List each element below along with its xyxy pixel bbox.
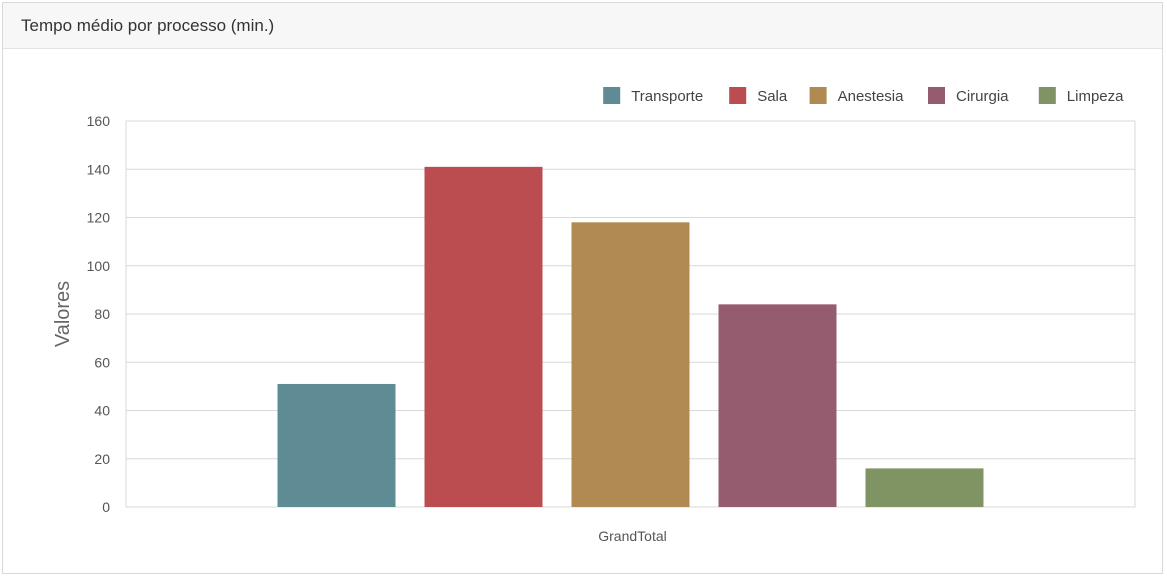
legend-swatch bbox=[809, 87, 827, 104]
legend-swatch bbox=[603, 87, 621, 104]
y-tick-label: 40 bbox=[94, 403, 110, 419]
legend-label: Limpeza bbox=[1067, 88, 1124, 105]
legend-label: Cirurgia bbox=[956, 88, 1009, 105]
panel-title: Tempo médio por processo (min.) bbox=[21, 15, 275, 35]
legend-item-transporte[interactable]: Transporte bbox=[603, 87, 703, 105]
x-axis: GrandTotal bbox=[598, 528, 666, 544]
bars bbox=[277, 166, 984, 507]
x-category-label: GrandTotal bbox=[598, 528, 666, 544]
y-tick-label: 0 bbox=[102, 499, 110, 515]
legend-swatch bbox=[928, 87, 945, 104]
y-tick-label: 20 bbox=[94, 451, 110, 467]
y-tick-label: 80 bbox=[94, 306, 110, 322]
bar-cirurgia[interactable] bbox=[718, 304, 837, 507]
legend-item-anestesia[interactable]: Anestesia bbox=[809, 87, 905, 105]
chart-area: Transporte Sala Anestesia Cirurgia Limpeza 0… bbox=[3, 49, 1164, 573]
y-axis-title: Valores bbox=[52, 281, 74, 347]
legend-label: Anestesia bbox=[838, 88, 905, 105]
bar-limpeza[interactable] bbox=[865, 468, 984, 507]
bar-sala[interactable] bbox=[424, 166, 543, 507]
panel-header: Tempo médio por processo (min.) bbox=[3, 3, 1162, 49]
legend-swatch bbox=[1038, 87, 1056, 104]
legend-item-sala[interactable]: Sala bbox=[729, 87, 788, 105]
legend-label: Transporte bbox=[631, 88, 703, 105]
y-tick-label: 60 bbox=[94, 354, 110, 370]
y-tick-label: 100 bbox=[87, 258, 111, 274]
legend-item-cirurgia[interactable]: Cirurgia bbox=[928, 87, 1009, 105]
bar-anestesia[interactable] bbox=[571, 222, 690, 507]
bar-chart: Transporte Sala Anestesia Cirurgia Limpeza 0… bbox=[52, 87, 1136, 544]
legend-item-limpeza[interactable]: Limpeza bbox=[1038, 87, 1124, 105]
legend[interactable]: Transporte Sala Anestesia Cirurgia Limpeza bbox=[603, 87, 1124, 105]
y-tick-label: 120 bbox=[87, 210, 111, 226]
y-tick-label: 160 bbox=[87, 113, 111, 129]
legend-swatch bbox=[729, 87, 747, 104]
y-axis: 0 20 40 60 80 100 120 140 160 Valores bbox=[52, 113, 110, 515]
legend-label: Sala bbox=[757, 88, 788, 105]
y-tick-label: 140 bbox=[87, 161, 111, 177]
bar-transporte[interactable] bbox=[277, 383, 396, 507]
